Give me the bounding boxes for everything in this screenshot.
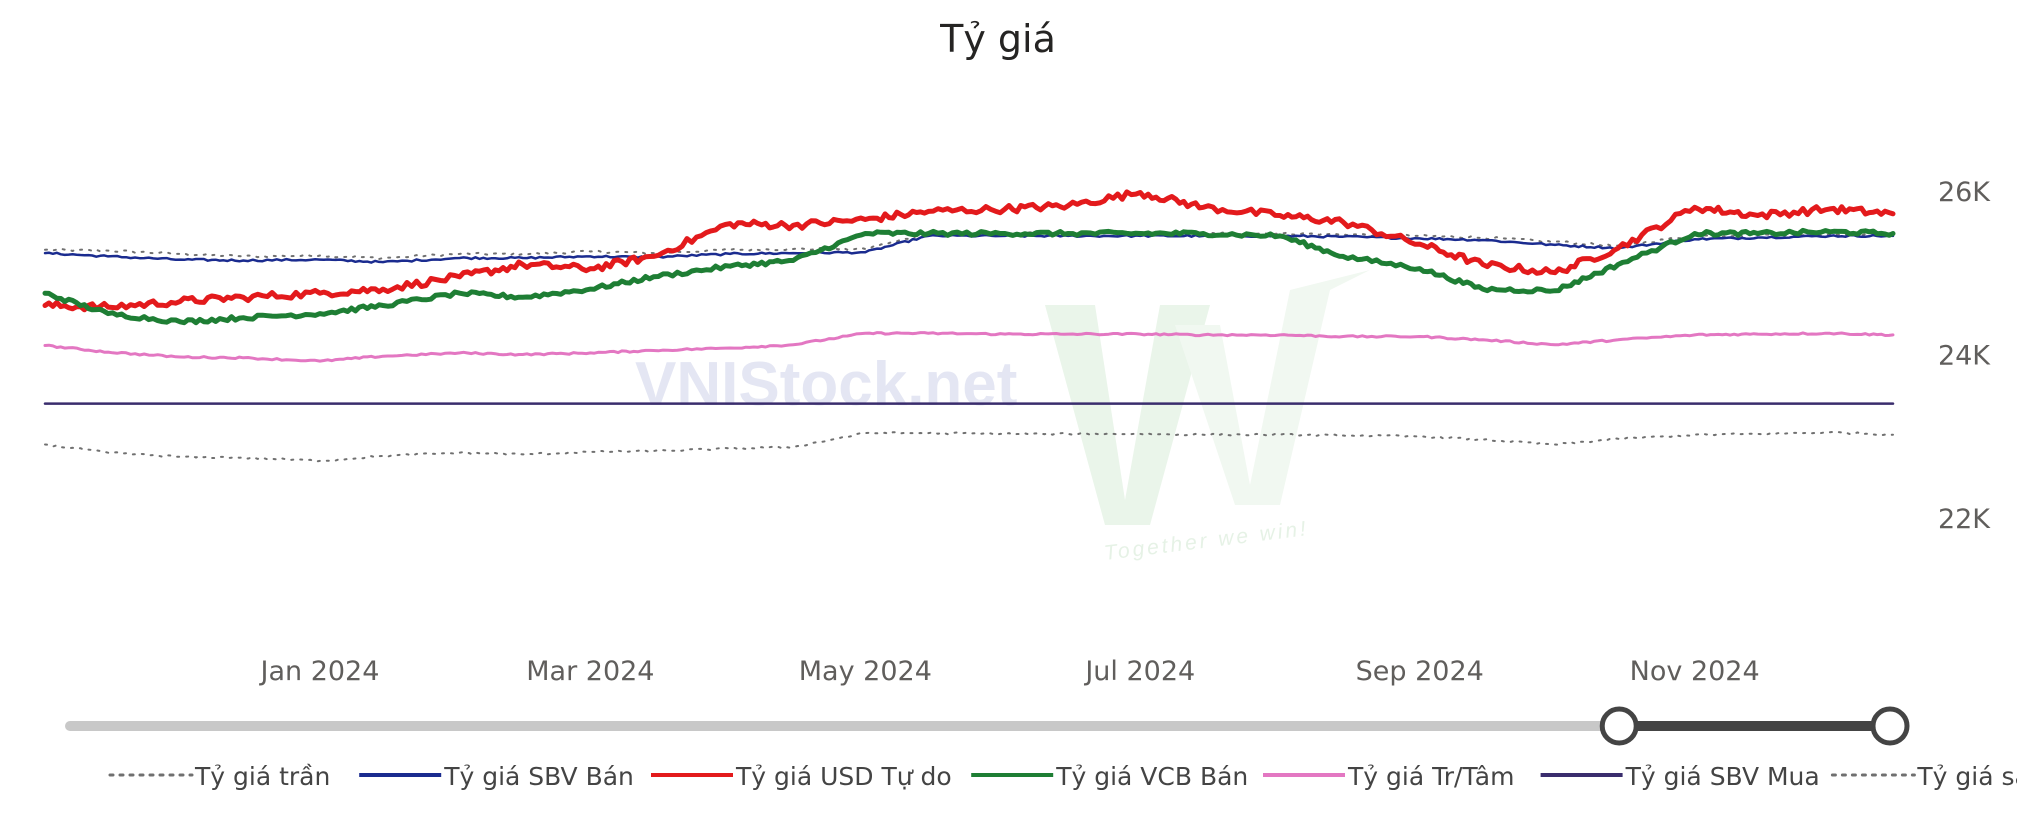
y-tick-label: 24K <box>1938 341 1991 372</box>
x-tick-label: May 2024 <box>799 656 932 687</box>
x-tick-label: Sep 2024 <box>1356 656 1484 687</box>
legend-label: Tỷ giá SBV Bán <box>443 762 634 791</box>
watermark-text: VNIStock.net <box>635 350 1017 419</box>
series-line-ty-gia-san <box>44 430 1894 463</box>
legend-item-ty-gia-sbv-mua[interactable]: Tỷ giá SBV Mua <box>1540 762 1820 791</box>
legend: Tỷ giá trần Tỷ giá SBV Bán Tỷ giá USD Tự d… <box>108 762 2017 791</box>
watermark: VNIStock.net Together we win! <box>635 270 1370 565</box>
series-line-ty-gia-usd-tu-do <box>42 189 1896 313</box>
x-tick-label: Jul 2024 <box>1083 656 1195 687</box>
x-tick-label: Jan 2024 <box>258 656 379 687</box>
x-axis: Jan 2024 Mar 2024 May 2024 Jul 2024 Sep 2024… <box>258 656 1759 687</box>
legend-label: Tỷ giá trần <box>194 762 330 791</box>
legend-label: Tỷ giá SBV Mua <box>1625 762 1820 791</box>
y-tick-label: 26K <box>1938 177 1991 208</box>
legend-label: Tỷ giá Tr/Tâm <box>1347 762 1514 791</box>
legend-item-ty-gia-usd-tu-do[interactable]: Tỷ giá USD Tự do <box>651 762 952 791</box>
legend-item-ty-gia-sbv-ban[interactable]: Tỷ giá SBV Bán <box>359 762 634 791</box>
plot-area <box>42 189 1896 463</box>
date-range-slider[interactable] <box>65 706 1910 746</box>
legend-item-ty-gia-tran[interactable]: Tỷ giá trần <box>108 762 330 791</box>
x-tick-label: Mar 2024 <box>526 656 654 687</box>
y-axis: 22K 24K 26K <box>1938 177 1991 535</box>
legend-item-ty-gia-vcb-ban[interactable]: Tỷ giá VCB Bán <box>971 762 1248 791</box>
chart-title: Tỷ giá <box>939 17 1056 61</box>
legend-label: Tỷ giá sàn <box>1916 762 2017 791</box>
series-line-ty-gia-sbv-ban <box>43 233 1895 264</box>
legend-item-ty-gia-san[interactable]: Tỷ giá sàn <box>1830 762 2017 791</box>
watermark-logo-icon <box>1045 270 1370 525</box>
series-line-ty-gia-vcb-ban <box>42 227 1896 326</box>
slider-handle-start[interactable] <box>1599 706 1639 746</box>
legend-label: Tỷ giá USD Tự do <box>735 762 952 791</box>
x-tick-label: Nov 2024 <box>1630 656 1760 687</box>
series-line-ty-gia-tr-tam <box>43 331 1895 363</box>
slider-handle-end[interactable] <box>1870 706 1910 746</box>
legend-item-ty-gia-tr-tam[interactable]: Tỷ giá Tr/Tâm <box>1263 762 1514 791</box>
y-tick-label: 22K <box>1938 504 1991 535</box>
legend-label: Tỷ giá VCB Bán <box>1055 762 1248 791</box>
